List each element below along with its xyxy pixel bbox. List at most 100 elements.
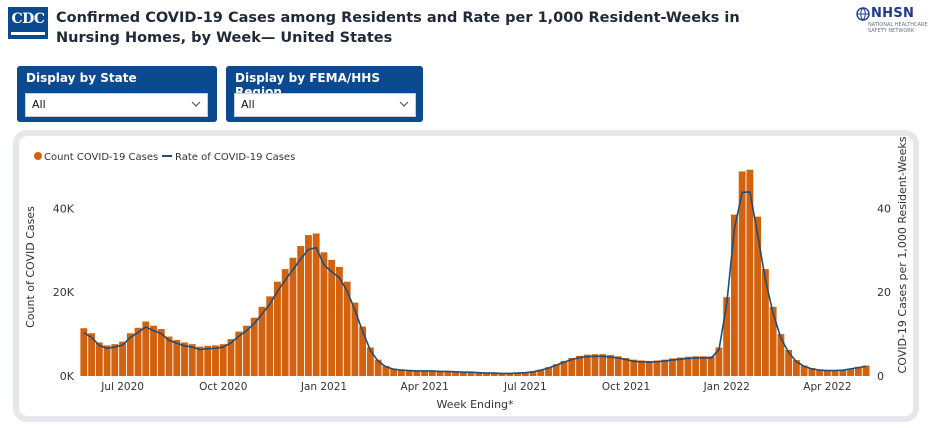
bar	[630, 359, 638, 376]
legend-count-swatch	[34, 152, 42, 160]
bar	[312, 233, 320, 376]
bar	[305, 235, 312, 376]
bar	[738, 171, 746, 376]
bar	[142, 321, 150, 376]
bar	[576, 355, 583, 376]
bar	[428, 370, 436, 376]
bar	[607, 355, 614, 376]
state-select[interactable]: All	[25, 93, 208, 117]
bar	[614, 356, 622, 376]
bar	[421, 370, 429, 376]
x-tick-label: Oct 2021	[602, 381, 650, 393]
bar	[723, 297, 731, 376]
bar	[126, 333, 134, 376]
x-tick-label: Apr 2022	[803, 381, 851, 393]
bar	[831, 370, 839, 376]
bar	[862, 365, 870, 376]
x-tick-label: Jul 2021	[503, 381, 547, 393]
x-tick-label: Jul 2020	[100, 381, 144, 393]
bar	[366, 347, 374, 376]
bar	[266, 296, 274, 376]
region-select[interactable]: All	[234, 93, 416, 117]
bar	[746, 169, 754, 376]
bar	[173, 339, 181, 376]
y-tick-label: 40K	[53, 202, 75, 215]
bar	[103, 345, 111, 376]
bar	[80, 328, 88, 376]
bar	[483, 372, 490, 376]
bar	[444, 370, 452, 376]
y2-tick-label: 20	[877, 286, 891, 299]
nhsn-logo-subtitle: NATIONAL HEALTHCARE SAFETY NETWORK	[868, 22, 928, 34]
bar	[382, 365, 390, 376]
x-tick-label: Oct 2020	[199, 381, 247, 393]
bar	[529, 371, 537, 376]
state-filter: Display by State All	[17, 66, 217, 122]
bar	[475, 372, 483, 376]
region-select-value: All	[241, 98, 255, 111]
bar	[297, 246, 305, 376]
nhsn-globe-icon	[856, 7, 870, 21]
bar	[181, 342, 188, 376]
state-select-value: All	[32, 98, 46, 111]
combo-chart: Count COVID-19 Cases Rate of COVID-19 Cas…	[24, 136, 909, 411]
bar	[792, 360, 800, 376]
bar	[204, 345, 212, 376]
bar	[467, 371, 475, 376]
bar	[498, 373, 506, 376]
legend-count-label: Count COVID-19 Cases	[44, 152, 158, 163]
bar	[638, 360, 645, 376]
bar	[847, 368, 855, 376]
bar	[622, 357, 630, 376]
y-axis-title: Count of COVID Cases	[24, 206, 37, 328]
bar	[335, 267, 343, 376]
bar	[545, 367, 552, 376]
x-tick-label: Jan 2021	[300, 381, 347, 393]
bar	[274, 281, 281, 376]
page-title: Confirmed COVID-19 Cases among Residents…	[56, 10, 740, 46]
bar	[212, 345, 219, 376]
bar	[707, 356, 715, 376]
bar	[730, 214, 738, 376]
bar	[754, 216, 762, 376]
cdc-logo[interactable]: CDC	[8, 7, 48, 39]
bar	[514, 372, 521, 376]
rate-line	[83, 191, 867, 375]
bar	[761, 269, 769, 376]
bar	[111, 344, 119, 376]
bar	[258, 306, 266, 376]
state-filter-label: Display by State	[26, 71, 137, 85]
bar	[800, 365, 808, 376]
bar	[785, 350, 793, 376]
y-tick-label: 0K	[60, 370, 75, 383]
bar	[823, 370, 831, 376]
bar	[289, 257, 297, 376]
nhsn-logo: NHSN NATIONAL HEALTHCARE SAFETY NETWORK	[856, 6, 932, 34]
bar	[436, 370, 444, 376]
bar	[196, 346, 204, 376]
chevron-down-icon	[399, 101, 409, 107]
bar	[328, 259, 336, 376]
bar	[165, 336, 173, 376]
bar	[351, 302, 359, 376]
bar	[243, 325, 250, 376]
bar	[506, 373, 514, 376]
bar	[413, 370, 421, 376]
bar	[669, 358, 676, 376]
chart-panel: Count COVID-19 Cases Rate of COVID-19 Cas…	[13, 130, 919, 422]
bar	[653, 360, 661, 376]
bar	[490, 372, 498, 376]
bar	[808, 368, 816, 376]
bar	[405, 370, 413, 376]
bar	[188, 344, 196, 376]
cdc-logo-text: CDC	[11, 11, 45, 27]
bar	[281, 269, 289, 376]
legend-rate-label: Rate of COVID-19 Cases	[175, 152, 295, 163]
x-tick-label: Apr 2021	[401, 381, 449, 393]
bar	[537, 369, 545, 376]
x-tick-label: Jan 2022	[703, 381, 750, 393]
bar	[568, 357, 576, 376]
header: CDC Confirmed COVID-19 Cases among Resid…	[0, 0, 936, 56]
bar	[452, 371, 460, 376]
y2-tick-label: 0	[877, 370, 884, 383]
